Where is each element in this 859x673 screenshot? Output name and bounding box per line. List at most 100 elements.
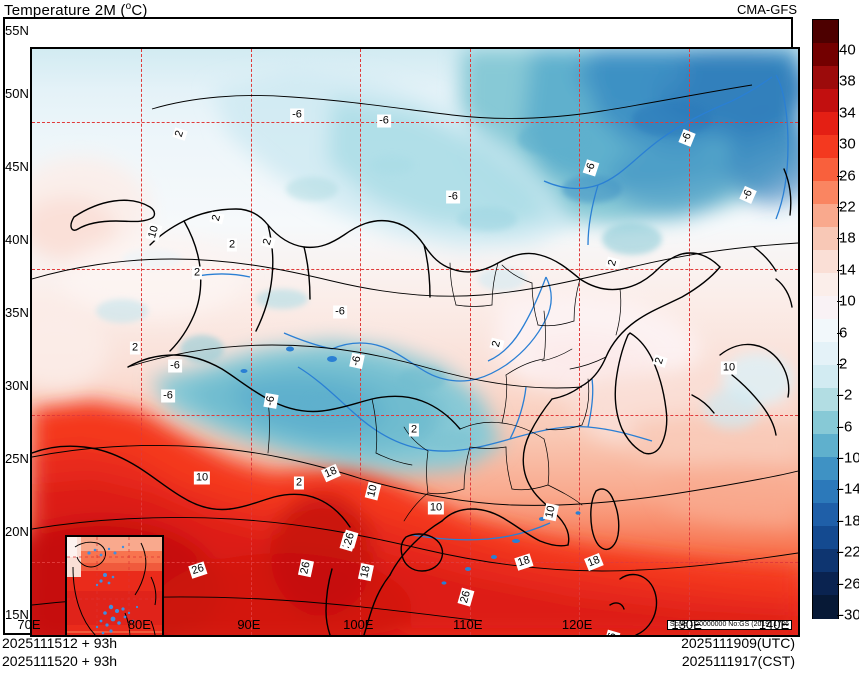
colorbar-tick-label: -26 [839, 575, 859, 593]
colorbar-swatch [813, 273, 838, 297]
graticule-lon-110e [469, 49, 471, 635]
colorbar-swatch [813, 43, 838, 67]
colorbar-swatch [813, 135, 838, 159]
colorbar-tick-mark [837, 395, 842, 397]
lat-label-35n: 35N [5, 304, 29, 320]
graticule-lon-130e [688, 49, 690, 635]
lon-label-90e: 90E [237, 617, 261, 632]
colorbar-swatch [813, 342, 838, 366]
contour-label: 10 [193, 471, 211, 485]
colorbar-swatch [813, 227, 838, 251]
colorbar-tick-mark [837, 363, 842, 365]
degree-symbol: o [125, 1, 132, 12]
graticule-lon-90e [250, 49, 252, 635]
colorbar-tick-label: 38 [839, 72, 856, 90]
graticule-lon-80e [141, 49, 143, 635]
lat-label-55n: 55N [5, 23, 29, 38]
colorbar-tick-mark [837, 583, 842, 585]
lat-label-25n: 25N [5, 450, 29, 466]
colorbar-tick-label: -22 [839, 543, 859, 561]
colorbar-tick-mark [837, 520, 842, 522]
contour-label: 2 [191, 266, 203, 280]
colorbar-tick-label: 18 [839, 229, 856, 247]
colorbar-swatch [813, 89, 838, 113]
init-time-cst: 2025111520 + 93h [2, 653, 118, 669]
colorbar-tick-mark [837, 426, 842, 428]
temperature-colorbar[interactable] [812, 19, 839, 619]
colorbar-tick-mark [837, 332, 842, 334]
contour-label: 2 [408, 423, 420, 437]
coastline-and-borders [32, 168, 793, 635]
isotherm-contours [32, 84, 798, 622]
model-label: CMA-GFS [737, 2, 797, 17]
colorbar-tick-mark [837, 206, 842, 208]
colorbar-swatch [813, 158, 838, 182]
colorbar-swatch [813, 411, 838, 435]
valid-time-cst: 2025111917(CST) [681, 653, 795, 669]
colorbar-tick-label: 30 [839, 135, 856, 153]
colorbar-tick-mark [837, 615, 842, 616]
colorbar-tick-label: 26 [839, 167, 856, 185]
graticule-lon-120e [579, 49, 581, 635]
lon-label-110e: 110E [452, 617, 483, 632]
colorbar-tick-label: -2 [839, 386, 853, 404]
colorbar-tick-mark [837, 458, 842, 460]
colorbar-swatch [813, 595, 838, 619]
colorbar-tick-label: -18 [839, 512, 859, 530]
plot-box: 55N 50N 45N 40N 35N 30N 25N 20N 15N [3, 17, 800, 637]
colorbar-tick-mark [837, 175, 842, 177]
colorbar-swatch [813, 20, 838, 44]
colorbar-tick-label: -30 [839, 606, 859, 624]
river-network [191, 74, 789, 585]
colorbar-tick-label: 2 [839, 355, 848, 373]
contour-label: -6 [333, 305, 347, 319]
colorbar-swatch [813, 572, 838, 596]
page-title: Temperature 2M (oC) [4, 1, 148, 19]
lon-label-80e: 80E [127, 617, 151, 632]
colorbar-swatch [813, 365, 838, 389]
inset-canvas [67, 537, 162, 635]
temperature-map[interactable]: 2 -6 -6 -6 -6 -6 -6 10 2 2 2 2 2 -6 2 -6 -6 -6 -6 2 2 10 2 18 10… [30, 47, 800, 637]
colorbar-tick-label: 34 [839, 104, 856, 122]
contour-label: -6 [446, 190, 460, 204]
colorbar-tick-label: -10 [839, 449, 859, 467]
graticule-lat-50n [32, 122, 798, 124]
colorbar-tick-mark [837, 489, 842, 491]
graticule-lat-40n [32, 268, 798, 270]
contour-label: 2 [293, 476, 305, 490]
lat-label-40n: 40N [5, 231, 29, 247]
contour-label: -6 [161, 389, 175, 403]
map-canvas: 2 -6 -6 -6 -6 -6 -6 10 2 2 2 2 2 -6 2 -6 -6 -6 -6 2 2 10 2 18 10… [32, 49, 798, 635]
colorbar-swatch [813, 503, 838, 527]
lon-label-140e: 140E [758, 617, 790, 632]
colorbar-tick-label: 10 [839, 292, 856, 310]
colorbar-swatch [813, 66, 838, 90]
colorbar-swatch [813, 526, 838, 550]
colorbar-swatch [813, 549, 838, 573]
colorbar-swatch [813, 296, 838, 320]
graticule-lat-30n [32, 415, 798, 417]
colorbar-tick-label: 40 [839, 41, 856, 59]
colorbar-swatch [813, 480, 838, 504]
lat-label-50n: 50N [5, 85, 29, 101]
lon-label-100e: 100E [343, 617, 374, 632]
graticule-lon-100e [360, 49, 362, 635]
colorbar-swatch [813, 112, 838, 136]
lat-label-45n: 45N [5, 158, 29, 174]
colorbar-swatch [813, 434, 838, 458]
page-title-unit: C) [131, 2, 148, 19]
colorbar-tick-label: 14 [839, 261, 856, 279]
valid-time-utc: 2025111909(UTC) [681, 635, 795, 651]
lat-label-20n: 20N [5, 523, 29, 539]
lat-label-15n: 15N [5, 607, 29, 622]
colorbar-tick-label: -6 [839, 418, 853, 436]
colorbar-tick-label: 6 [839, 324, 848, 341]
page-title-text: Temperature 2M ( [4, 2, 126, 19]
colorbar-tick-label: 22 [839, 198, 856, 216]
south-china-sea-inset[interactable]: Scale 1:40000000 [65, 535, 164, 635]
colorbar-tick-mark [837, 552, 842, 554]
init-time-utc: 2025111512 + 93h [2, 635, 118, 651]
colorbar-tick-label: -14 [839, 480, 859, 498]
colorbar-tick-mark [837, 301, 842, 303]
graticule-lat-20n [32, 561, 798, 563]
